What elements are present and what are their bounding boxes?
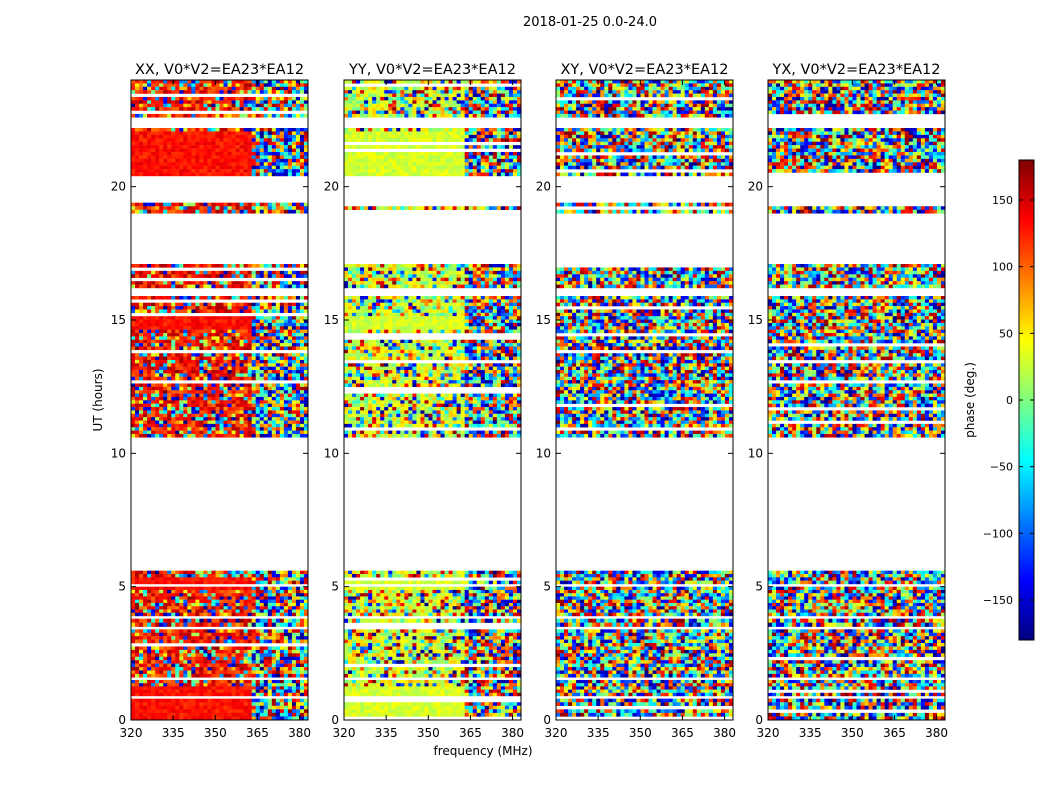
y-tick-label: 20 (324, 180, 339, 194)
x-tick-label: 335 (587, 726, 610, 740)
x-tick-label: 350 (204, 726, 227, 740)
colorbar-tick-label: −150 (983, 594, 1013, 607)
panel-title: XX, V0*V2=EA23*EA12 (135, 62, 304, 78)
x-tick-label: 335 (375, 726, 398, 740)
y-tick-label: 20 (748, 180, 763, 194)
heatmap-cells (768, 80, 946, 721)
y-tick-label: 15 (748, 313, 763, 327)
colorbar-label: phase (deg.) (963, 362, 977, 438)
x-tick-label: 335 (799, 726, 822, 740)
y-tick-label: 0 (118, 713, 126, 727)
y-tick-label: 15 (324, 313, 339, 327)
y-tick-label: 0 (543, 713, 551, 727)
y-tick-label: 5 (118, 580, 126, 594)
heatmap-cells (344, 80, 522, 717)
panel-0: XX, V0*V2=EA23*EA12 320 335 350 365 380 0 5 10 15… (111, 62, 311, 740)
colorbar-tick-label: 150 (992, 194, 1013, 207)
y-tick-label: 5 (755, 580, 763, 594)
panel-3: YX, V0*V2=EA23*EA12 320 335 350 365 380 0 5 10 15… (748, 62, 948, 740)
panel-title: YX, V0*V2=EA23*EA12 (771, 62, 940, 78)
panel-1: YY, V0*V2=EA23*EA12 320 335 350 365 380 0 5 10 15… (324, 62, 524, 740)
x-tick-label: 365 (671, 726, 694, 740)
colorbar-tick-label: −50 (990, 461, 1013, 474)
y-tick-label: 15 (536, 313, 551, 327)
x-tick-label: 320 (757, 726, 780, 740)
y-axis-label: UT (hours) (91, 368, 105, 431)
panel-title: YY, V0*V2=EA23*EA12 (348, 62, 516, 78)
y-tick-label: 5 (331, 580, 339, 594)
x-tick-label: 380 (925, 726, 948, 740)
y-tick-label: 20 (536, 180, 551, 194)
y-tick-label: 0 (755, 713, 763, 727)
x-axis-label: frequency (MHz) (433, 744, 532, 758)
colorbar: 150 100 50 0 −50 −100 −150 phase (deg.) (963, 159, 1035, 641)
panels-group: XX, V0*V2=EA23*EA12 320 335 350 365 380 0 5 10 15… (111, 62, 948, 740)
panel-frame (555, 79, 734, 721)
colorbar-tick-label: −100 (983, 527, 1013, 540)
x-tick-label: 380 (713, 726, 736, 740)
x-tick-label: 380 (501, 726, 524, 740)
y-tick-label: 5 (543, 580, 551, 594)
y-tick-label: 10 (324, 446, 339, 460)
y-tick-label: 10 (748, 446, 763, 460)
x-tick-label: 350 (841, 726, 864, 740)
x-tick-label: 335 (162, 726, 185, 740)
panel-frame (767, 79, 946, 721)
heatmap-cells (131, 80, 309, 721)
y-tick-label: 15 (111, 313, 126, 327)
heatmap-cells (556, 80, 734, 717)
y-tick-label: 10 (536, 446, 551, 460)
panel-frame (343, 79, 522, 721)
panel-2: XY, V0*V2=EA23*EA12 320 335 350 365 380 0 5 10 15… (536, 62, 736, 740)
x-tick-label: 320 (333, 726, 356, 740)
x-tick-label: 365 (883, 726, 906, 740)
x-tick-label: 320 (545, 726, 568, 740)
x-tick-label: 365 (246, 726, 269, 740)
x-tick-label: 380 (288, 726, 311, 740)
x-tick-label: 365 (459, 726, 482, 740)
y-tick-label: 0 (331, 713, 339, 727)
panel-title: XY, V0*V2=EA23*EA12 (560, 62, 728, 78)
x-tick-label: 320 (120, 726, 143, 740)
x-tick-label: 350 (417, 726, 440, 740)
colorbar-tick-label: 0 (1006, 394, 1013, 407)
y-tick-label: 20 (111, 180, 126, 194)
figure-suptitle: 2018-01-25 0.0-24.0 (523, 15, 657, 30)
y-tick-label: 10 (111, 446, 126, 460)
x-tick-label: 350 (629, 726, 652, 740)
colorbar-tick-label: 50 (999, 327, 1013, 340)
panel-frame (130, 79, 309, 721)
colorbar-tick-label: 100 (992, 261, 1013, 274)
